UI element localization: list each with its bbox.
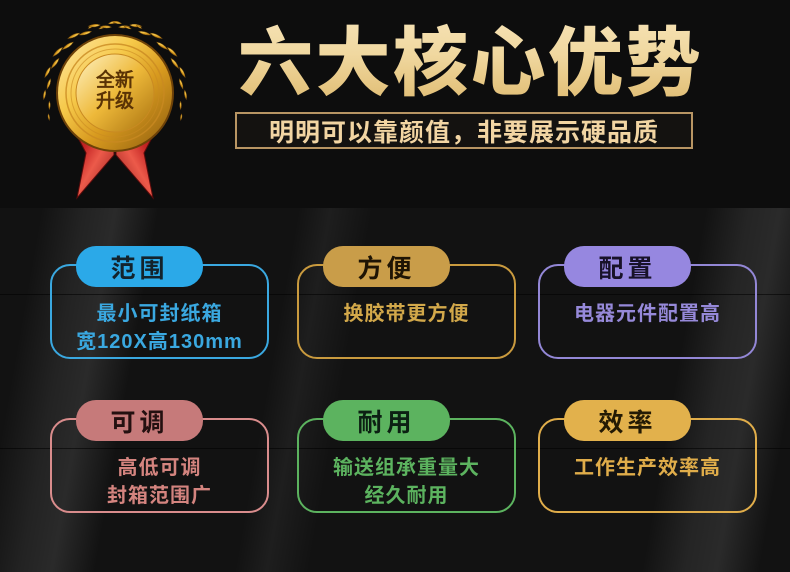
svg-text:全新: 全新 — [95, 68, 134, 91]
svg-text:升级: 升级 — [96, 89, 134, 112]
